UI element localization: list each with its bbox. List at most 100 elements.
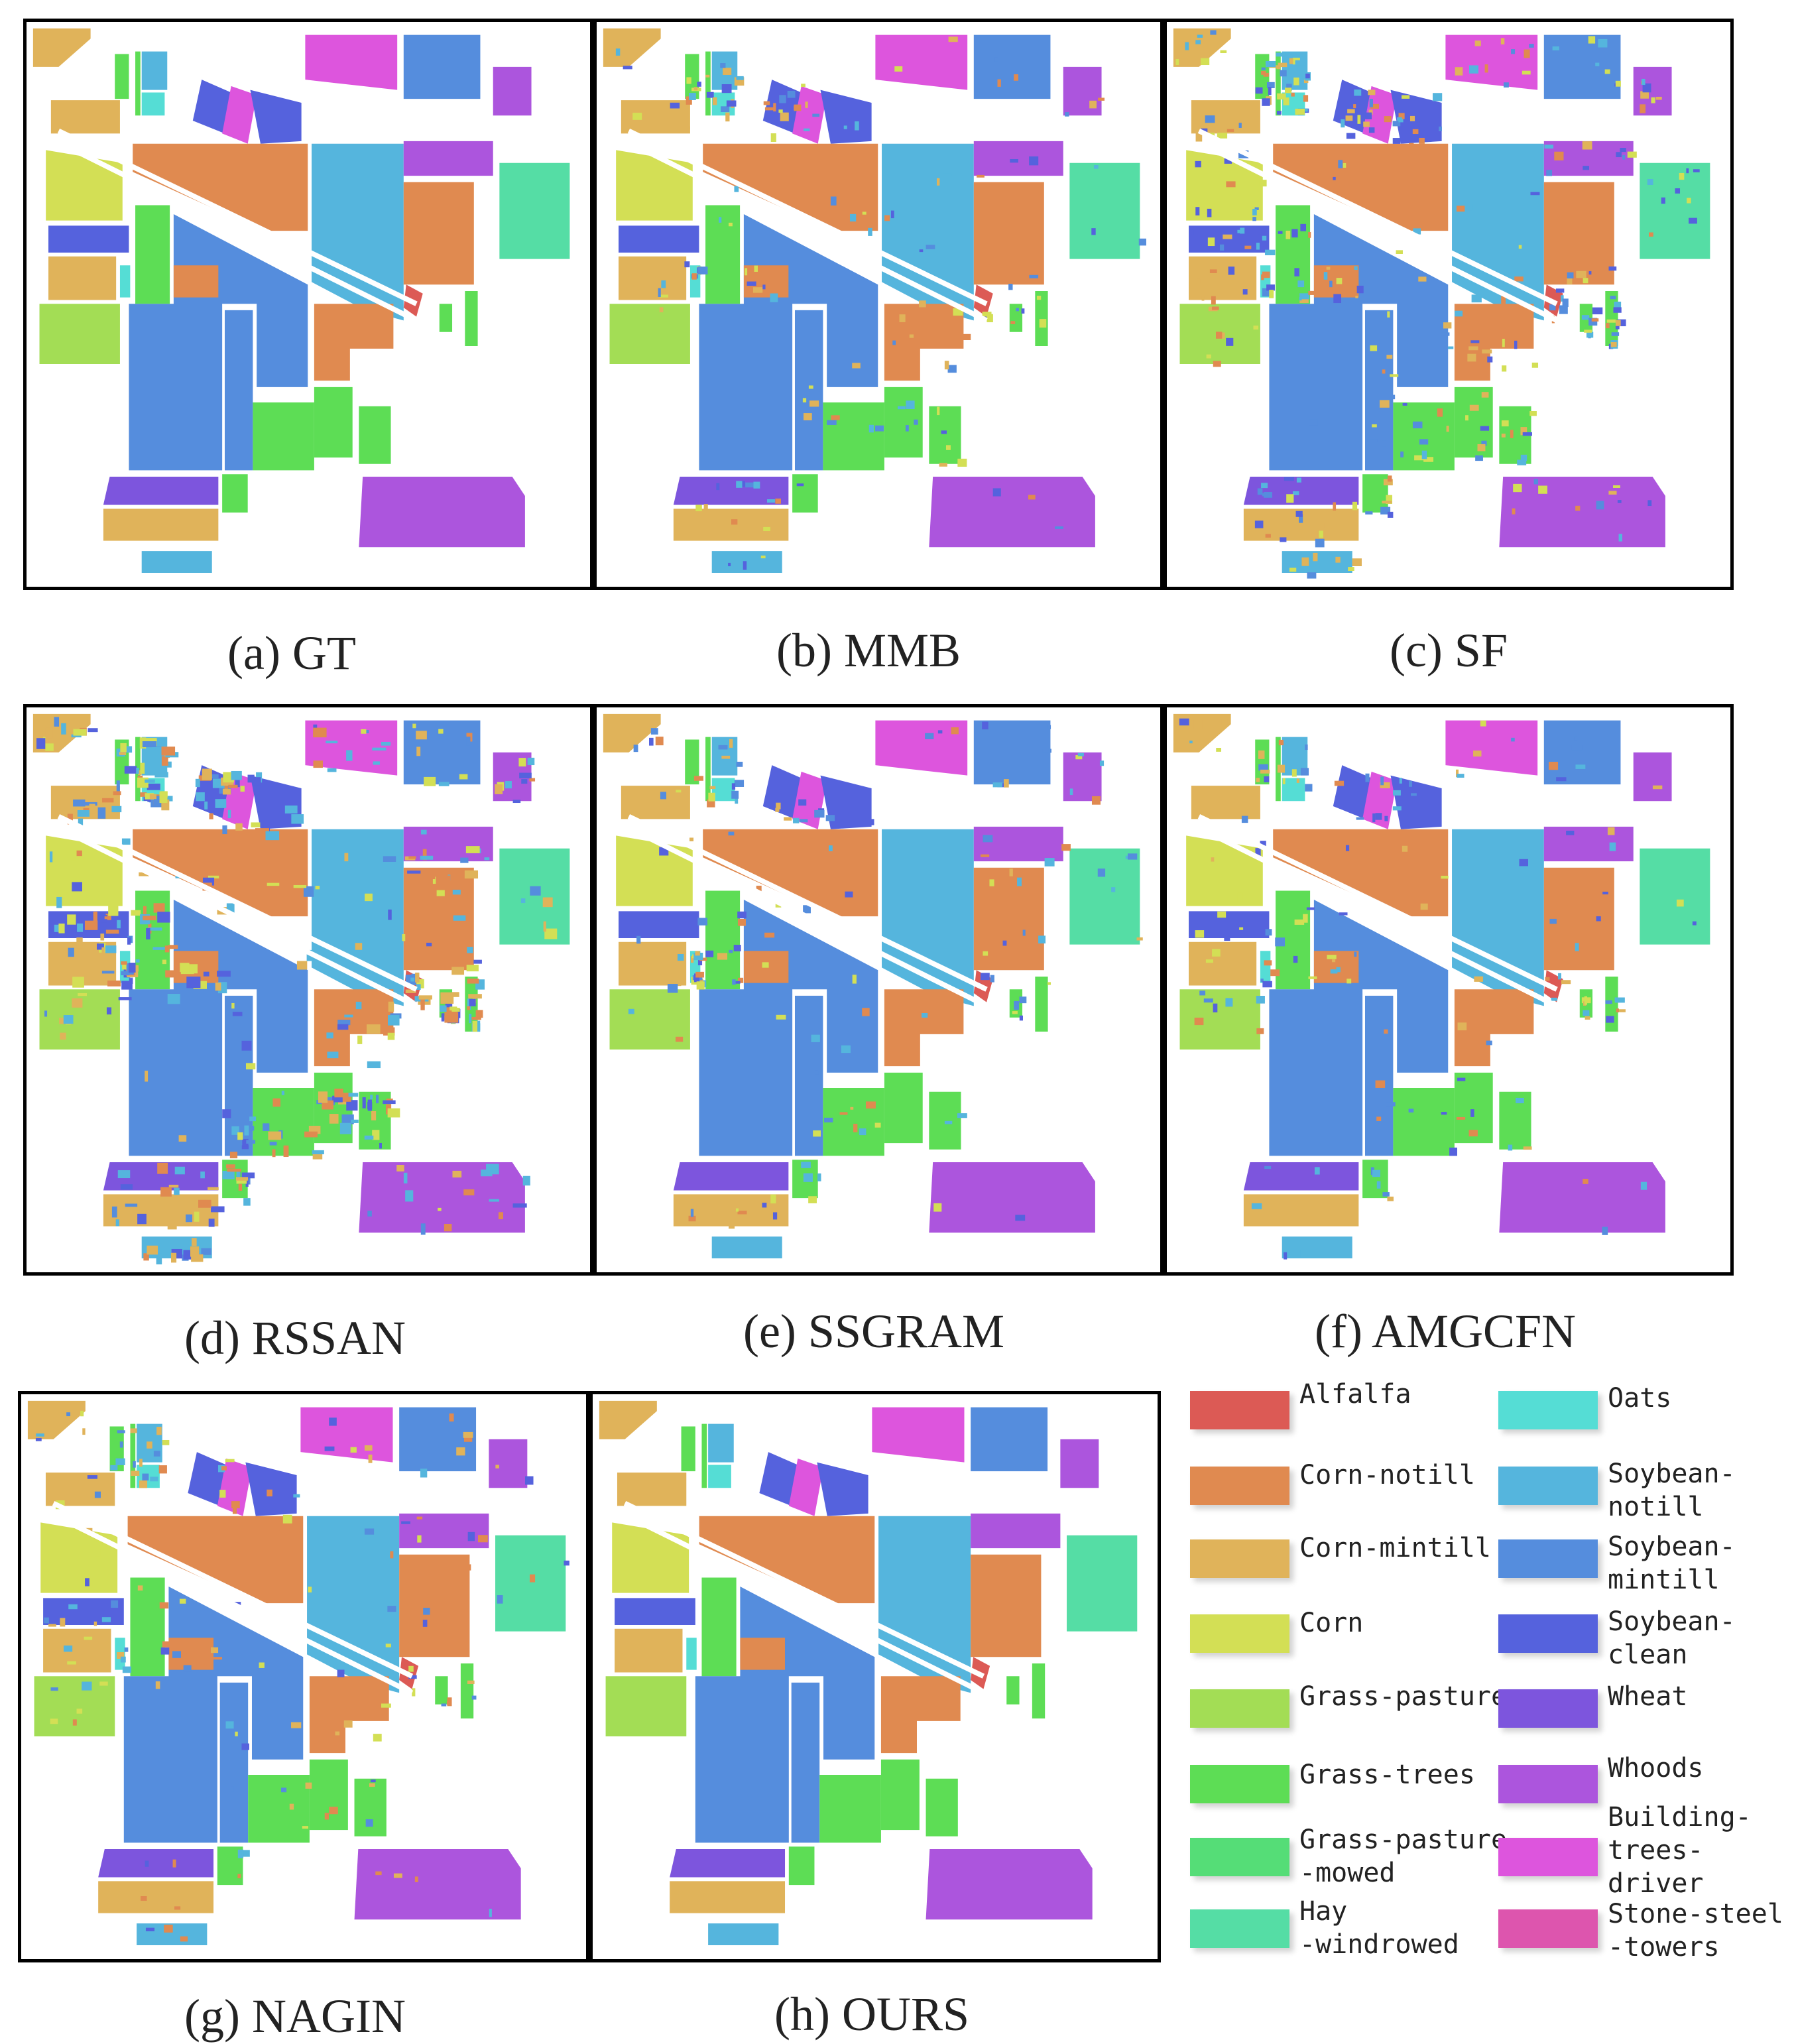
noise-speckle	[71, 734, 82, 738]
noise-speckle	[1284, 1252, 1287, 1260]
noise-speckle	[1481, 440, 1487, 446]
noise-speckle	[1551, 997, 1558, 1001]
noise-speckle	[113, 791, 121, 796]
noise-speckle	[1363, 121, 1370, 127]
noise-speckle	[180, 963, 190, 973]
noise-speckle	[1256, 778, 1260, 782]
field-region	[929, 1091, 961, 1150]
field-region	[1269, 900, 1449, 1156]
noise-speckle	[1414, 455, 1424, 461]
noise-speckle	[776, 1014, 786, 1020]
field-region	[493, 66, 532, 116]
noise-speckle	[787, 90, 796, 98]
noise-speckle	[1620, 148, 1626, 152]
noise-speckle	[695, 505, 702, 512]
noise-speckle	[236, 1179, 247, 1184]
noise-speckle	[1408, 1109, 1414, 1112]
noise-speckle	[408, 1675, 417, 1679]
noise-speckle	[308, 1587, 312, 1593]
noise-speckle	[466, 737, 471, 746]
noise-speckle	[231, 1501, 240, 1508]
noise-speckle	[1262, 981, 1272, 988]
field-region	[617, 1473, 687, 1506]
field-region	[708, 1423, 734, 1463]
noise-speckle	[1309, 419, 1318, 426]
noise-speckle	[1511, 49, 1516, 54]
noise-speckle	[338, 1101, 350, 1105]
noise-speckle	[1402, 845, 1408, 852]
noise-speckle	[161, 747, 176, 756]
noise-speckle	[442, 875, 451, 884]
noise-speckle	[475, 1010, 483, 1018]
noise-speckle	[1514, 276, 1524, 282]
noise-speckle	[346, 750, 353, 761]
noise-speckle	[489, 1199, 499, 1202]
noise-speckle	[412, 723, 416, 729]
noise-speckle	[229, 1152, 238, 1159]
noise-speckle	[1388, 511, 1394, 518]
noise-speckle	[1390, 374, 1399, 377]
noise-speckle	[686, 126, 690, 130]
noise-speckle	[1446, 426, 1449, 432]
noise-speckle	[990, 975, 994, 983]
noise-speckle	[1295, 60, 1305, 66]
noise-speckle	[401, 1521, 410, 1524]
noise-speckle	[1489, 278, 1493, 285]
noise-speckle	[811, 1034, 820, 1042]
noise-speckle	[1522, 70, 1531, 75]
noise-speckle	[217, 971, 231, 977]
noise-speckle	[1346, 979, 1352, 984]
field-region	[701, 1423, 707, 1488]
legend-swatch	[1498, 1391, 1598, 1429]
field-region	[48, 941, 117, 986]
noise-speckle	[1207, 208, 1212, 217]
noise-speckle	[54, 717, 60, 727]
noise-speckle	[737, 1211, 747, 1215]
noise-speckle	[1484, 64, 1488, 73]
noise-speckle	[1065, 112, 1069, 117]
field-region	[1543, 720, 1621, 785]
field-region	[1445, 34, 1538, 90]
field-region	[609, 304, 690, 365]
noise-speckle	[315, 886, 320, 890]
noise-speckle	[329, 1114, 339, 1124]
noise-speckle	[388, 909, 392, 920]
noise-speckle	[1375, 1080, 1386, 1088]
field-region	[1186, 150, 1263, 221]
noise-speckle	[67, 1661, 76, 1665]
noise-speckle	[255, 828, 269, 836]
noise-speckle	[712, 564, 716, 573]
noise-speckle	[466, 965, 479, 972]
noise-speckle	[408, 856, 416, 859]
legend-swatch	[1190, 1765, 1289, 1803]
noise-speckle	[117, 1430, 125, 1433]
noise-speckle	[1293, 955, 1298, 963]
noise-speckle	[117, 1170, 131, 1179]
noise-speckle	[35, 1437, 42, 1441]
noise-speckle	[202, 877, 215, 886]
noise-speckle	[1252, 217, 1256, 221]
noise-speckle	[231, 770, 242, 780]
noise-speckle	[1609, 842, 1616, 851]
noise-speckle	[1194, 1017, 1204, 1026]
noise-speckle	[660, 792, 666, 800]
field-region	[762, 765, 802, 819]
field-region	[307, 1516, 400, 1693]
field-region	[621, 100, 690, 134]
noise-speckle	[725, 112, 730, 122]
noise-speckle	[376, 1095, 379, 1104]
road-divider	[65, 829, 418, 1008]
field-region	[619, 911, 699, 938]
noise-speckle	[655, 737, 664, 746]
noise-speckle	[735, 1208, 739, 1212]
noise-speckle	[1481, 392, 1489, 398]
field-region	[670, 1849, 786, 1878]
noise-speckle	[686, 77, 691, 84]
noise-speckle	[824, 1117, 833, 1122]
noise-speckle	[1195, 160, 1201, 168]
noise-speckle	[486, 1164, 499, 1175]
noise-speckle	[324, 1446, 335, 1451]
noise-speckle	[941, 430, 947, 434]
noise-speckle	[420, 999, 425, 1010]
noise-speckle	[636, 935, 641, 944]
